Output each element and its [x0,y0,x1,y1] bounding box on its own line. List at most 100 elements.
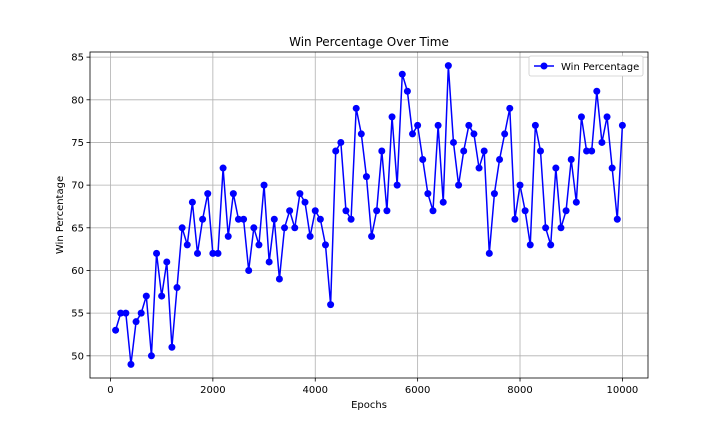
x-axis-title: Epochs [351,400,387,411]
data-point [194,249,201,257]
data-point [306,232,314,240]
data-point [439,198,447,206]
x-tick-label: 10000 [606,385,638,396]
data-point [321,241,329,249]
data-point [470,130,478,138]
x-tick-label: 0 [107,385,113,396]
data-point [480,147,488,155]
data-point [209,249,217,257]
y-tick-label: 80 [71,95,84,106]
data-point [496,156,504,164]
data-point [373,207,381,215]
x-tick-label: 2000 [200,385,225,396]
data-point [132,318,140,326]
data-point [163,258,171,266]
data-point [316,215,324,223]
data-point [562,207,570,215]
data-point [490,190,498,198]
plot-frame [89,51,649,379]
data-point [378,147,386,155]
data-point [511,215,519,223]
data-point [362,173,370,181]
data-point [137,309,145,317]
data-point [275,275,283,283]
data-point [173,284,181,292]
data-point [552,164,560,172]
data-point [260,181,268,189]
data-point [583,147,591,155]
data-point [537,147,544,155]
data-point [588,147,596,155]
data-point [347,215,355,223]
data-point [153,249,161,257]
data-point [444,62,452,70]
data-point [332,147,340,155]
data-point [598,138,606,146]
data-point [245,266,253,274]
data-point [311,207,319,215]
data-point [178,224,186,232]
data-point [521,207,529,215]
data-point [224,232,232,240]
y-tick-label: 55 [71,309,84,320]
data-point [383,207,391,215]
data-point [593,87,601,95]
legend-label: Win Percentage [561,62,639,73]
data-point [142,292,150,300]
data-point [183,241,191,249]
series-layer [112,62,626,368]
data-point [419,156,427,164]
data-point [567,156,575,164]
legend-marker-sample [540,62,548,70]
data-point [250,224,258,232]
data-point [409,130,417,138]
data-point [577,113,585,121]
data-point [460,147,468,155]
data-point [270,215,278,223]
legend: Win Percentage [528,55,644,77]
data-point [475,164,483,172]
data-point [547,241,555,249]
data-point [168,343,176,351]
data-point [291,224,299,232]
data-point [327,301,335,309]
data-point [618,121,626,129]
data-point [352,104,360,112]
y-tick-label: 75 [71,138,84,149]
data-point [414,121,422,129]
chart-title: Win Percentage Over Time [289,35,449,49]
data-point [603,113,611,121]
x-tick-label: 4000 [303,385,328,396]
data-point [219,164,227,172]
y-tick-label: 60 [71,266,84,277]
data-point [501,130,509,138]
data-point [455,181,463,189]
data-point [127,360,135,368]
data-point [424,190,432,198]
y-tick-label: 70 [71,181,84,192]
y-tick-label: 50 [71,351,84,362]
data-point [214,249,222,257]
data-point [531,121,539,129]
data-point [255,241,263,249]
data-point [337,138,345,146]
data-point [357,130,365,138]
x-tick-label: 8000 [507,385,532,396]
data-point [393,181,401,189]
data-point [434,121,442,129]
y-tick-label: 65 [71,223,84,234]
y-axis-title: Win Percentage [55,176,66,254]
data-point [557,224,565,232]
data-point [286,207,294,215]
data-point [229,190,237,198]
data-point [516,181,524,189]
data-point [342,207,350,215]
data-point [542,224,550,232]
data-point [613,215,621,223]
data-point [608,164,616,172]
data-point [265,258,273,266]
data-point [240,215,248,223]
data-point [199,215,207,223]
data-point [158,292,166,300]
